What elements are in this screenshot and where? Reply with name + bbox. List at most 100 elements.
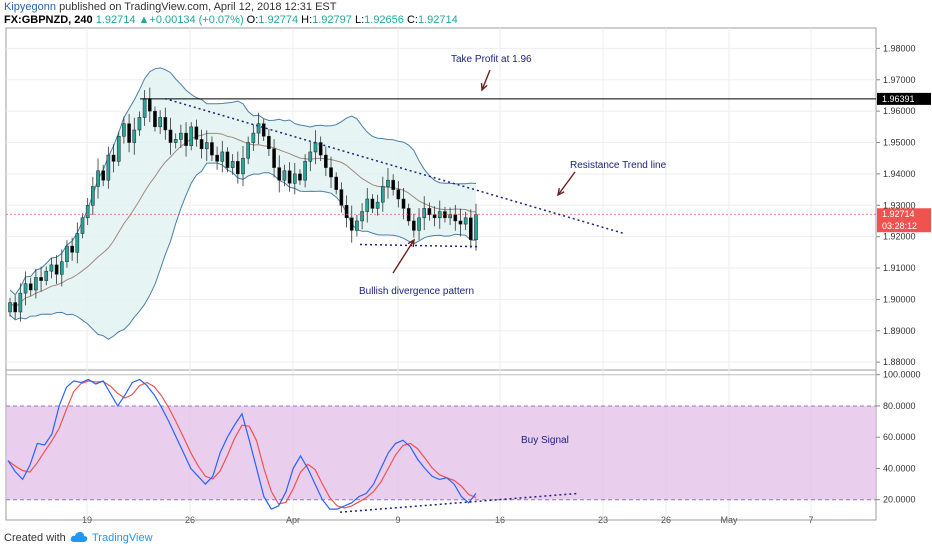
up-triangle-icon: ▲ [138,14,150,26]
y-tick-label: 1.90000 [883,294,916,304]
candle-body [80,217,85,234]
take-profit-price-tag [877,92,931,105]
y-tick-label: 1.95000 [883,138,916,148]
publish-line: Kipyegonn published on TradingView.com, … [4,1,337,13]
candle-body [18,292,23,313]
stoch-tick-label: 100.0000 [883,370,921,380]
x-tick-label: 26 [661,515,671,525]
y-tick-label: 1.91000 [883,263,916,273]
current-price-tag [877,208,931,233]
candle-body [13,302,17,313]
take-profit-arrow-head [480,82,488,92]
author-link[interactable]: Kipyegonn [4,1,56,13]
buy-signal-label: Buy Signal [521,435,569,446]
close-label: C: [406,14,418,26]
candle-body [334,176,339,190]
candle-body [23,283,28,294]
candle-body [184,132,188,146]
candle-body [386,179,390,187]
candle-body [215,154,219,162]
price-change: +0.00134 (+0.07%) [149,14,244,26]
bullish-arrow-head [407,238,415,248]
candle-body [251,132,256,143]
open-value: 1.92774 [258,14,299,26]
candle-body [194,126,199,140]
candle-body [39,277,43,281]
stoch-d-line [7,380,477,509]
last-price: 1.92714 [95,14,136,26]
bar-countdown-label: 03:28:12 [882,221,917,231]
candle-body [427,208,432,215]
low-value: 1.92656 [364,14,404,26]
candle-body [391,179,395,190]
candle-body [220,151,225,162]
published-text: published on TradingView.com, April 12, … [59,1,337,13]
candle-body [298,173,302,181]
candle-body [168,129,173,143]
candle-body [267,135,271,150]
candle-body [406,208,411,222]
candle-body [241,157,245,175]
candle-body [380,186,385,203]
tradingview-cloud-icon [70,532,88,542]
candle-body [230,161,235,168]
y-tick-label: 1.97000 [883,75,916,85]
candle-body [474,214,478,241]
candle-body [437,211,442,219]
candle-body [34,277,38,291]
candle-body [458,220,463,225]
created-with-label: Created with [4,532,66,544]
candle-body [349,217,354,231]
candle-body [179,132,183,140]
x-tick-label: 26 [185,515,195,525]
candle-body [225,151,230,168]
candle-body [137,117,142,131]
x-tick-label: 23 [598,515,608,525]
high-label: H: [301,14,313,26]
candle-body [70,245,74,253]
current-price-label: 1.92714 [882,209,915,219]
candle-body [127,123,131,143]
symbol-label: FX:GBPNZD, 240 [4,14,93,26]
candle-body [132,129,137,143]
bullish-arrow [392,239,415,274]
y-tick-label: 1.94000 [883,169,916,179]
candle-body [396,189,401,200]
bollinger-band-fill [10,67,476,340]
candle-body [122,123,126,137]
candle-body [106,154,111,181]
candle-body [313,142,318,153]
stoch-tick-label: 20.0000 [883,495,916,505]
candle-body [412,220,416,231]
candle-body [236,161,240,175]
candle-body [111,154,116,162]
x-tick-label: Apr [286,515,300,525]
tradingview-brand[interactable]: TradingView [92,532,153,544]
y-tick-label: 1.93000 [883,200,916,210]
stoch-buy-zone [6,405,876,500]
open-label: O: [246,14,259,26]
candle-body [443,211,447,219]
take-profit-price-label: 1.96391 [882,94,915,104]
candle-body [153,110,157,128]
x-tick-label: 16 [495,515,505,525]
candle-body [210,142,214,156]
candle-body [355,220,359,231]
y-tick-label: 1.92000 [883,232,916,242]
x-tick-label: 19 [82,515,92,525]
candle-body [261,123,266,137]
candle-body [65,245,69,263]
candle-body [292,173,297,184]
candle-body [272,148,276,168]
candle-body [158,117,162,128]
candle-body [308,151,313,162]
candle-body [54,264,59,275]
candle-body [344,205,349,219]
candle-body [49,264,54,272]
trading-chart[interactable]: 1.96391 1.92714 03:28:12 Take Profit at 1.9… [0,0,932,528]
candle-body [453,214,458,222]
ohlc-line: FX:GBPNZD, 240 1.92714 ▲+0.00134 (+0.07%… [4,14,458,26]
candle-body [401,198,406,209]
take-profit-arrow [481,69,491,91]
candle-body [28,283,33,291]
